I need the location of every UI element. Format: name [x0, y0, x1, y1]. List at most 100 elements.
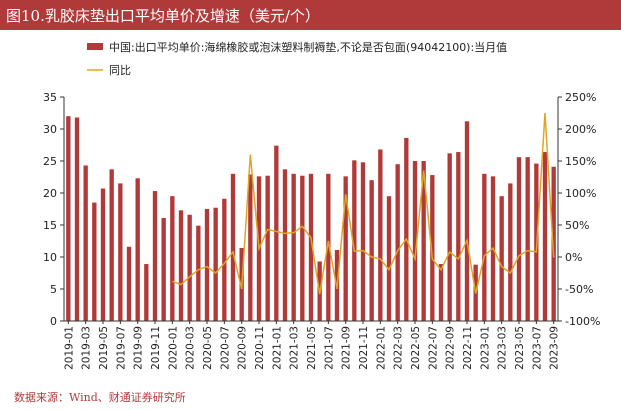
- x-tick-label: 2019-07: [115, 326, 127, 370]
- bar-2019-02: [74, 117, 80, 321]
- bar-2019-03: [83, 165, 88, 321]
- x-tick-label: 2020-01: [167, 326, 179, 370]
- bar-2023-03: [499, 196, 504, 321]
- x-tick-label: 2023-01: [479, 326, 491, 370]
- bar-2021-07: [326, 173, 331, 321]
- x-tick-label: 2022-11: [462, 326, 474, 370]
- x-tick-label: 2020-03: [185, 326, 197, 370]
- source-note: 数据来源：Wind、财通证券研究所: [14, 391, 186, 404]
- bar-2022-07: [430, 175, 435, 321]
- y-right-tick-label: 150%: [565, 155, 596, 168]
- bar-2023-04: [508, 183, 513, 321]
- y-right-tick-label: 50%: [565, 219, 589, 232]
- x-tick-label: 2023-07: [531, 326, 543, 370]
- bar-2020-01: [170, 196, 175, 321]
- title-bar: 图10.乳胶床垫出口平均单价及增速（美元/个）: [0, 0, 621, 30]
- x-tick-label: 2019-01: [63, 326, 75, 370]
- bar-2020-10: [248, 174, 253, 321]
- x-tick-label: 2021-05: [306, 326, 318, 370]
- y-left-tick-label: 25: [43, 155, 57, 168]
- x-tick-label: 2019-09: [133, 326, 145, 370]
- x-tick-label: 2022-05: [410, 326, 422, 370]
- x-tick-label: 2019-03: [81, 326, 93, 370]
- bar-2020-04: [196, 225, 201, 321]
- y-right-tick-label: -100%: [565, 315, 600, 328]
- bar-2019-05: [100, 188, 106, 321]
- bar-2022-06: [421, 161, 426, 321]
- x-tick-label: 2021-11: [358, 326, 370, 370]
- bar-2021-11: [360, 162, 366, 321]
- y-right-tick-label: -50%: [565, 283, 593, 296]
- x-tick-label: 2022-03: [393, 326, 405, 370]
- bar-2020-03: [187, 214, 192, 321]
- bar-2021-03: [291, 173, 296, 321]
- chart-title: 图10.乳胶床垫出口平均单价及增速（美元/个）: [6, 7, 320, 25]
- y-left-tick-label: 20: [43, 187, 57, 200]
- y-right-tick-label: 250%: [565, 91, 596, 104]
- bar-2019-09: [135, 178, 140, 321]
- bar-2019-01: [66, 116, 71, 321]
- x-tick-label: 2021-03: [289, 326, 301, 370]
- x-tick-label: 2021-09: [341, 326, 353, 370]
- x-tick-label: 2020-07: [219, 326, 231, 370]
- bar-2019-06: [109, 169, 114, 321]
- bar-2021-01: [274, 145, 279, 321]
- x-tick-label: 2021-07: [323, 326, 335, 370]
- x-tick-label: 2019-11: [150, 326, 162, 370]
- x-tick-label: 2020-05: [202, 326, 214, 370]
- y-left-tick-label: 10: [43, 251, 57, 264]
- bar-2020-02: [178, 210, 184, 321]
- bar-2022-04: [404, 137, 409, 321]
- y-right-tick-label: 0%: [565, 251, 582, 264]
- bar-2021-05: [308, 173, 314, 321]
- bar-2019-10: [144, 264, 149, 321]
- bar-2020-07: [222, 198, 227, 321]
- legend-bar-swatch: [87, 43, 103, 50]
- bar-2020-08: [230, 173, 236, 321]
- bar-2022-08: [438, 264, 444, 321]
- y-left-tick-label: 15: [43, 219, 57, 232]
- bar-2023-08: [542, 152, 548, 321]
- y-left-tick-label: 5: [50, 283, 57, 296]
- x-tick-label: 2023-09: [549, 326, 561, 370]
- bar-2022-10: [456, 152, 461, 321]
- bar-2020-05: [204, 209, 210, 321]
- bar-2021-10: [352, 160, 357, 321]
- bar-2021-04: [300, 175, 305, 321]
- x-tick-label: 2022-07: [427, 326, 439, 370]
- bar-2023-06: [525, 157, 530, 321]
- bar-2021-09: [343, 176, 348, 321]
- bar-2023-09: [551, 166, 556, 321]
- yoy-line: [172, 112, 555, 295]
- bar-2019-11: [152, 191, 158, 321]
- bar-2019-08: [126, 246, 132, 321]
- x-tick-label: 2021-01: [271, 326, 283, 370]
- bar-2023-05: [516, 157, 522, 321]
- bar-2022-02: [386, 196, 392, 321]
- bar-2019-12: [161, 217, 166, 321]
- x-tick-label: 2019-05: [98, 326, 110, 370]
- bar-2022-01: [378, 149, 383, 321]
- y-right-tick-label: 100%: [565, 187, 596, 200]
- bar-2019-04: [92, 202, 97, 321]
- x-tick-label: 2023-05: [514, 326, 526, 370]
- y-right-tick-label: 200%: [565, 123, 596, 136]
- y-left-tick-label: 30: [43, 123, 57, 136]
- bar-2020-12: [265, 175, 270, 321]
- bar-2022-05: [412, 161, 418, 321]
- x-tick-label: 2022-09: [445, 326, 457, 370]
- bar-2020-06: [213, 207, 218, 321]
- bar-2022-11: [464, 121, 470, 321]
- bar-2021-12: [369, 180, 374, 321]
- legend-line-label: 同比: [109, 64, 131, 77]
- legend-bar-label: 中国:出口平均单价:海绵橡胶或泡沫塑料制褥垫,不论是否包面(94042100):…: [109, 40, 507, 54]
- x-tick-label: 2020-09: [237, 326, 249, 370]
- bar-2023-01: [482, 173, 487, 321]
- y-left-tick-label: 0: [50, 315, 57, 328]
- bar-2022-09: [447, 153, 452, 321]
- x-tick-label: 2022-01: [375, 326, 387, 370]
- x-tick-label: 2023-03: [497, 326, 509, 370]
- bar-2022-03: [395, 164, 400, 321]
- y-left-tick-label: 35: [43, 91, 57, 104]
